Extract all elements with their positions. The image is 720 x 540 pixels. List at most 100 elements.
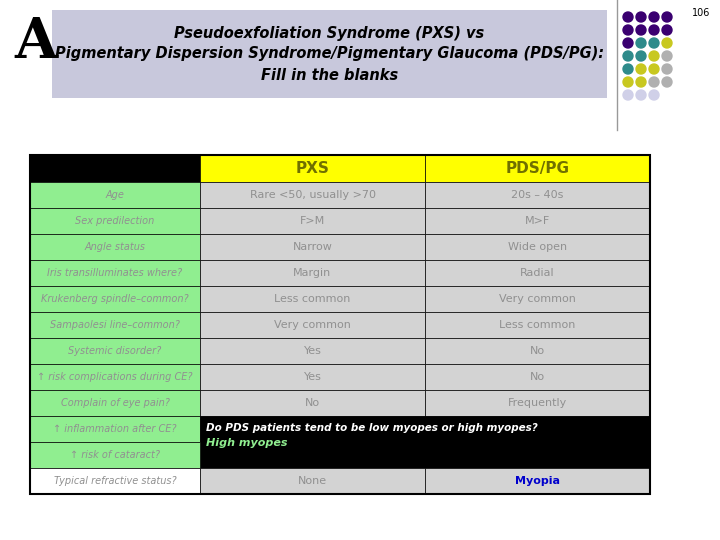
Text: Pseudoexfoliation Syndrome (PXS) vs: Pseudoexfoliation Syndrome (PXS) vs [174, 26, 485, 41]
Circle shape [662, 25, 672, 35]
Bar [30, 416, 200, 442]
Bar [30, 468, 200, 494]
Text: Yes: Yes [304, 372, 321, 382]
Text: Less common: Less common [499, 320, 576, 330]
Circle shape [623, 90, 633, 100]
Text: Myopia: Myopia [515, 476, 560, 486]
Text: Do PDS patients tend to be low myopes or high myopes?: Do PDS patients tend to be low myopes or… [206, 423, 538, 433]
Bar [30, 234, 200, 260]
Text: No: No [305, 398, 320, 408]
Bar [425, 364, 650, 390]
Bar [200, 155, 425, 182]
Bar [30, 338, 200, 364]
Bar [200, 260, 425, 286]
Text: Margin: Margin [293, 268, 332, 278]
Bar [30, 208, 200, 234]
Bar [30, 364, 200, 390]
Text: Angle status: Angle status [84, 242, 145, 252]
Text: Very common: Very common [274, 320, 351, 330]
Bar [425, 338, 650, 364]
Circle shape [636, 64, 646, 74]
Circle shape [623, 77, 633, 87]
Text: Age: Age [106, 190, 125, 200]
Circle shape [662, 38, 672, 48]
Circle shape [649, 90, 659, 100]
Bar [200, 182, 425, 208]
Text: M>F: M>F [525, 216, 550, 226]
Text: No: No [530, 346, 545, 356]
Text: Very common: Very common [499, 294, 576, 304]
Text: None: None [298, 476, 327, 486]
Bar [425, 312, 650, 338]
Text: ↑ risk complications during CE?: ↑ risk complications during CE? [37, 372, 193, 382]
Bar [200, 338, 425, 364]
Text: No: No [530, 372, 545, 382]
Text: Fill in the blanks: Fill in the blanks [261, 68, 398, 83]
Circle shape [662, 51, 672, 61]
Text: Radial: Radial [520, 268, 555, 278]
Circle shape [649, 38, 659, 48]
Bar [30, 155, 200, 182]
Circle shape [636, 38, 646, 48]
Circle shape [623, 64, 633, 74]
Text: Sex predilection: Sex predilection [76, 216, 155, 226]
Bar [30, 286, 200, 312]
Text: Iris transilluminates where?: Iris transilluminates where? [48, 268, 183, 278]
Bar [200, 390, 425, 416]
Circle shape [623, 25, 633, 35]
Text: 106: 106 [692, 8, 710, 18]
Circle shape [636, 77, 646, 87]
Circle shape [623, 12, 633, 22]
Bar [425, 155, 650, 182]
Bar [200, 286, 425, 312]
Bar [425, 234, 650, 260]
Bar [30, 182, 200, 208]
Text: Less common: Less common [274, 294, 351, 304]
Bar [30, 312, 200, 338]
Bar [425, 390, 650, 416]
Bar [30, 260, 200, 286]
Circle shape [649, 25, 659, 35]
Circle shape [623, 51, 633, 61]
Circle shape [662, 12, 672, 22]
Bar [425, 260, 650, 286]
Circle shape [662, 77, 672, 87]
Bar [425, 182, 650, 208]
Bar [30, 155, 650, 494]
Bar [200, 312, 425, 338]
Circle shape [623, 38, 633, 48]
Bar [425, 468, 650, 494]
Text: Pigmentary Dispersion Syndrome/Pigmentary Glaucoma (PDS/PG):: Pigmentary Dispersion Syndrome/Pigmentar… [55, 46, 604, 61]
Bar [200, 364, 425, 390]
Text: Systemic disorder?: Systemic disorder? [68, 346, 161, 356]
Circle shape [636, 25, 646, 35]
Text: Yes: Yes [304, 346, 321, 356]
Text: Narrow: Narrow [292, 242, 333, 252]
Text: Typical refractive status?: Typical refractive status? [54, 476, 176, 486]
Circle shape [636, 12, 646, 22]
Text: Rare <50, usually >70: Rare <50, usually >70 [250, 190, 376, 200]
Text: Krukenberg spindle–common?: Krukenberg spindle–common? [41, 294, 189, 304]
Bar [200, 208, 425, 234]
Bar [200, 234, 425, 260]
Circle shape [636, 90, 646, 100]
Bar [30, 390, 200, 416]
Circle shape [636, 51, 646, 61]
Text: High myopes: High myopes [206, 438, 287, 448]
Text: PDS/PG: PDS/PG [505, 161, 570, 176]
Text: Wide open: Wide open [508, 242, 567, 252]
Circle shape [649, 77, 659, 87]
Text: Sampaolesi line–common?: Sampaolesi line–common? [50, 320, 180, 330]
Circle shape [662, 64, 672, 74]
Circle shape [649, 51, 659, 61]
Text: A: A [14, 15, 57, 70]
Text: F>M: F>M [300, 216, 325, 226]
Text: 20s – 40s: 20s – 40s [511, 190, 564, 200]
Bar [425, 208, 650, 234]
Text: Frequently: Frequently [508, 398, 567, 408]
Text: ↑ inflammation after CE?: ↑ inflammation after CE? [53, 424, 176, 434]
Text: Complain of eye pain?: Complain of eye pain? [60, 398, 169, 408]
FancyBboxPatch shape [52, 10, 607, 98]
Bar [200, 468, 425, 494]
Bar [425, 286, 650, 312]
